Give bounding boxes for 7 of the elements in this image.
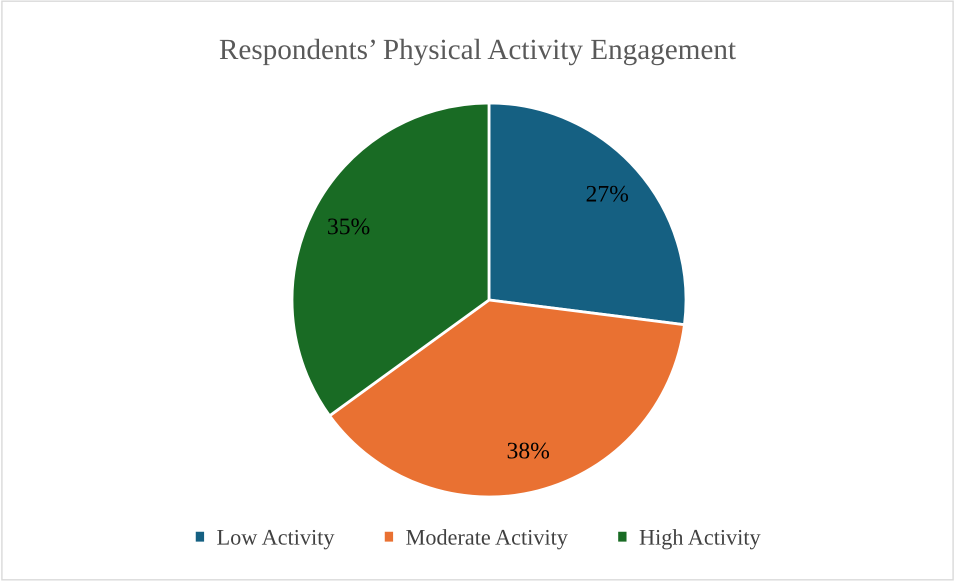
legend-label: High Activity [640, 529, 761, 550]
data-label: 35% [328, 218, 370, 234]
data-label: 27% [586, 186, 628, 202]
legend-label: Moderate Activity [406, 529, 568, 550]
data-label: 38% [508, 442, 550, 459]
chart-title: Respondents’ Physical Activity Engagement [220, 38, 736, 66]
legend-label: Low Activity [217, 530, 334, 550]
